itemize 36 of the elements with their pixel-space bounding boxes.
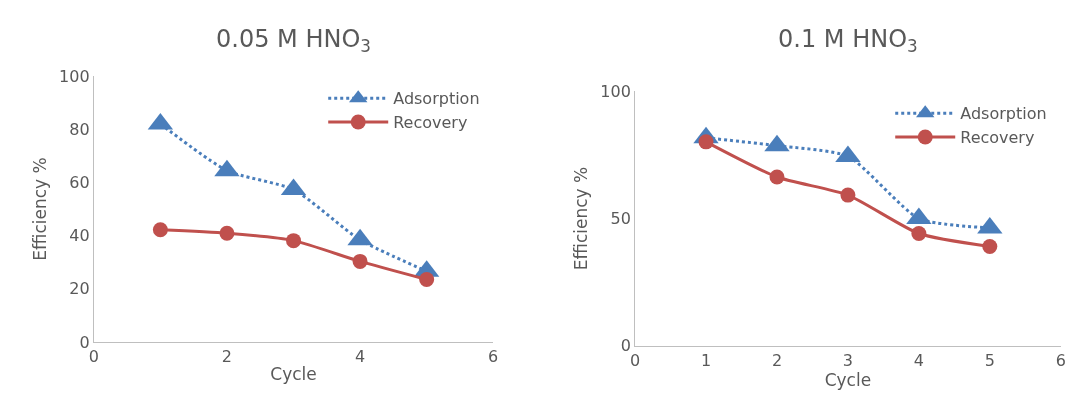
x-tick-label: 6 <box>1055 351 1066 370</box>
x-tick-label: 4 <box>913 351 924 370</box>
y-tick-label: 40 <box>69 226 90 246</box>
x-tick-label: 4 <box>354 347 366 367</box>
point <box>982 239 998 254</box>
point <box>219 225 235 241</box>
legend-label: Recovery <box>960 128 1035 148</box>
x-tick-label: 2 <box>221 347 233 367</box>
y-axis-title: Efficiency % <box>29 157 50 261</box>
x-tick-label: 1 <box>700 351 712 370</box>
y-tick-label: 50 <box>610 209 631 229</box>
x-axis-title: Cycle <box>270 363 317 384</box>
point <box>911 226 927 242</box>
point <box>152 222 168 238</box>
chart-title: 0.1 M HNO$_{3}$ <box>778 25 918 57</box>
y-axis-title: Efficiency % <box>570 166 591 271</box>
x-axis-title: Cycle <box>824 370 872 390</box>
point <box>419 271 435 287</box>
chart-title: 0.05 M HNO$_{3}$ <box>216 25 371 57</box>
y-tick-label: 100 <box>600 81 631 101</box>
y-tick-label: 0 <box>79 332 90 352</box>
point <box>286 233 302 249</box>
y-tick-label: 100 <box>59 66 90 86</box>
x-tick-label: 6 <box>488 347 499 367</box>
y-tick-label: 60 <box>69 173 90 192</box>
y-tick-label: 80 <box>69 119 90 139</box>
point <box>840 187 856 203</box>
y-tick-label: 20 <box>69 279 90 299</box>
point <box>769 169 785 185</box>
x-tick-label: 3 <box>842 351 854 370</box>
legend-label: Adsorption <box>960 104 1047 124</box>
legend-label: Adsorption <box>393 89 480 109</box>
x-tick-label: 2 <box>771 351 783 370</box>
point <box>352 253 368 269</box>
legend-label: Recovery <box>393 113 468 133</box>
x-tick-label: 5 <box>984 351 995 370</box>
